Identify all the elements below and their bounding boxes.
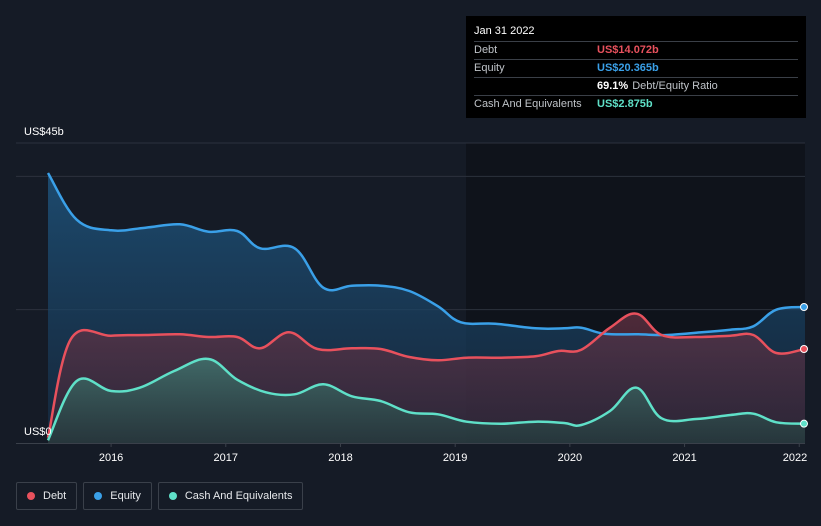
tooltip-row-cash: Cash And Equivalents US$2.875b — [474, 95, 798, 113]
chart-legend: Debt Equity Cash And Equivalents — [16, 482, 304, 510]
tooltip-ratio-label: Debt/Equity Ratio — [632, 80, 718, 92]
x-tick-label: 2018 — [328, 452, 352, 464]
tooltip-row-equity: Equity US$20.365b — [474, 59, 798, 77]
tooltip-label: Equity — [474, 62, 505, 74]
x-tick-label: 2022 — [783, 452, 807, 464]
legend-label: Equity — [110, 490, 141, 502]
tooltip-row-debt: Debt US$14.072b — [474, 41, 798, 59]
line-debt — [46, 312, 806, 438]
tooltip-value: 69.1% — [597, 80, 629, 92]
tooltip-label — [474, 78, 597, 95]
x-tick-label: 2020 — [558, 452, 582, 464]
legend-dot-icon — [94, 492, 103, 500]
legend-dot-icon — [27, 492, 35, 500]
tooltip-value: US$2.875b — [597, 98, 653, 110]
tooltip-row-ratio: 69.1% Debt/Equity Ratio — [474, 77, 798, 95]
x-tick-label: 2019 — [443, 452, 467, 464]
endpoint-cash-and-equivalents — [800, 419, 808, 428]
x-tick-label: 2021 — [672, 452, 696, 464]
legend-dot-icon — [168, 492, 177, 500]
legend-label: Cash And Equivalents — [184, 490, 293, 502]
tooltip-label: Cash And Equivalents — [474, 98, 582, 110]
tooltip-label: Debt — [474, 44, 498, 56]
line-equity — [46, 172, 806, 337]
endpoint-debt — [800, 345, 808, 353]
legend-label: Debt — [43, 490, 67, 502]
tooltip-date: Jan 31 2022 — [474, 25, 535, 37]
legend-item-equity[interactable]: Equity — [83, 482, 152, 510]
line-cash-and-equivalents — [46, 357, 806, 441]
y-axis-bottom-label: US$0 — [24, 426, 52, 438]
tooltip-value: US$20.365b — [597, 62, 659, 74]
legend-item-debt[interactable]: Debt — [16, 482, 78, 510]
y-axis-top-label: US$45b — [24, 126, 64, 138]
x-tick-label: 2016 — [99, 452, 123, 464]
legend-item-cash[interactable]: Cash And Equivalents — [157, 482, 304, 510]
tooltip-panel: Jan 31 2022 Debt US$14.072b Equity US$20… — [466, 16, 806, 118]
x-tick-label: 2017 — [214, 452, 238, 464]
endpoint-equity — [800, 303, 808, 311]
tooltip-value: US$14.072b — [597, 44, 659, 56]
